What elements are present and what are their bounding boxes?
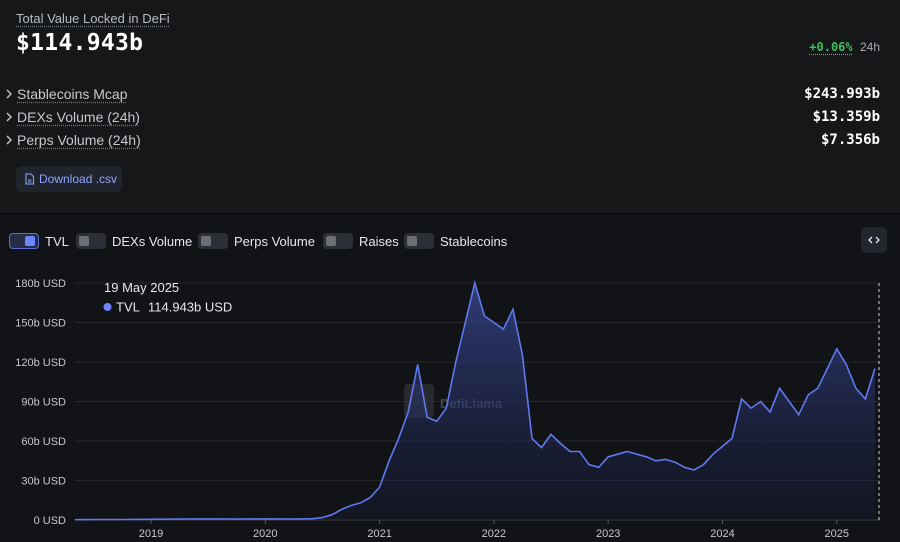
change-period: 24h xyxy=(859,40,880,54)
tvl-summary-panel: Total Value Locked in DeFi $114.943b +0.… xyxy=(0,0,900,213)
toggle-tvl[interactable]: TVL xyxy=(9,232,69,250)
panel-divider xyxy=(0,213,900,215)
tvl-change: +0.06% 24h xyxy=(809,40,880,54)
chevron-right-icon xyxy=(6,112,12,122)
metric-row-stablecoins[interactable]: Stablecoins Mcap $243.993b xyxy=(4,84,880,106)
download-label: Download .csv xyxy=(39,172,118,186)
metric-row-perps-volume[interactable]: Perps Volume (24h) $7.356b xyxy=(4,130,880,152)
toggle-label: TVL xyxy=(45,233,69,249)
toggle-switch xyxy=(404,233,434,249)
metric-value: $7.356b xyxy=(820,132,880,148)
tvl-value: $114.943b xyxy=(16,30,144,56)
toggle-raises[interactable]: Raises xyxy=(323,232,399,250)
metric-row-dexs-volume[interactable]: DEXs Volume (24h) $13.359b xyxy=(4,107,880,129)
code-icon xyxy=(868,236,880,244)
download-csv-button[interactable]: Download .csv xyxy=(16,166,122,192)
embed-code-button[interactable] xyxy=(861,227,887,253)
change-percent: +0.06% xyxy=(809,40,853,54)
metric-label: Perps Volume (24h) xyxy=(17,132,141,148)
chevron-right-icon xyxy=(6,89,12,99)
toggle-switch xyxy=(9,233,39,249)
toggle-switch xyxy=(323,233,353,249)
file-icon xyxy=(25,173,35,185)
toggle-dexs-volume[interactable]: DEXs Volume xyxy=(76,232,192,250)
metric-value: $13.359b xyxy=(812,109,880,125)
chart-panel: TVL DEXs Volume Perps Volume Raises Stab… xyxy=(0,215,900,542)
toggle-label: Perps Volume xyxy=(234,233,315,249)
toggle-stablecoins[interactable]: Stablecoins xyxy=(404,232,507,250)
toggle-switch xyxy=(198,233,228,249)
tvl-label[interactable]: Total Value Locked in DeFi xyxy=(16,11,170,26)
toggle-label: Stablecoins xyxy=(440,233,508,249)
toggle-label: Raises xyxy=(359,233,399,249)
metric-value: $243.993b xyxy=(804,86,880,102)
metric-label: Stablecoins Mcap xyxy=(17,86,128,102)
metric-label: DEXs Volume (24h) xyxy=(17,109,140,125)
chevron-right-icon xyxy=(6,135,12,145)
toggle-label: DEXs Volume xyxy=(112,233,193,249)
toggle-switch xyxy=(76,233,106,249)
toggle-perps-volume[interactable]: Perps Volume xyxy=(198,232,315,250)
